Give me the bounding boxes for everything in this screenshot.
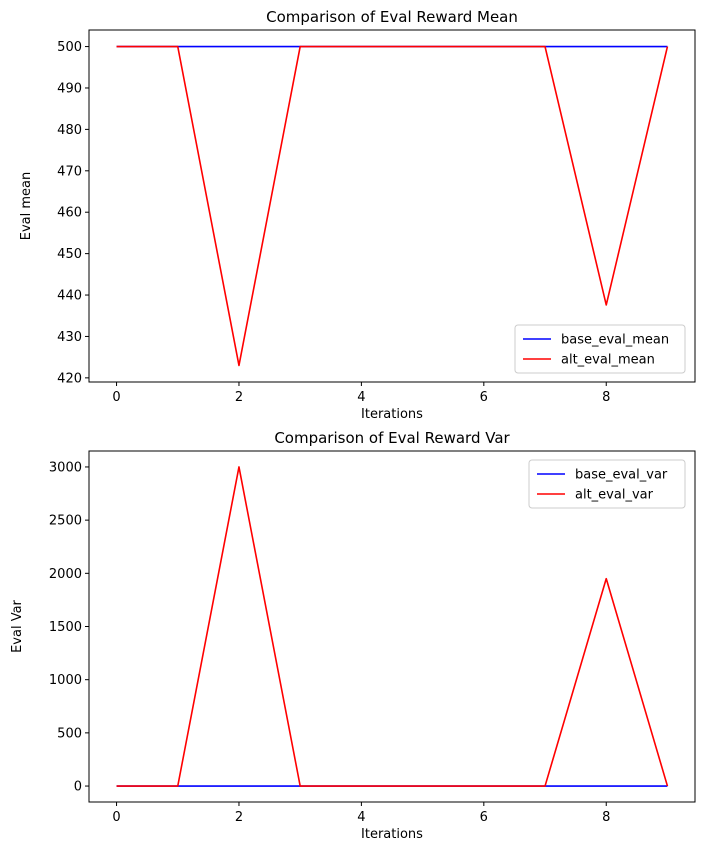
x-tick-label: 8: [602, 390, 610, 405]
y-tick-label: 420: [57, 371, 82, 386]
y-tick-label: 470: [57, 164, 82, 179]
y-tick-label: 450: [57, 247, 82, 262]
legend-label: base_eval_mean: [561, 333, 669, 348]
x-tick-label: 6: [480, 810, 488, 825]
x-tick-label: 2: [235, 810, 243, 825]
x-tick-label: 2: [235, 390, 243, 405]
x-tick-label: 0: [112, 390, 120, 405]
y-tick-label: 1000: [49, 673, 82, 688]
chart-panel-2: 0 2 4 6 8 0 500 1000 1500 2000 2500 3000 Comparison …: [10, 429, 696, 842]
y-tick-label: 2000: [49, 567, 82, 582]
legend: base_eval_mean alt_eval_mean: [514, 324, 686, 374]
chart-title: Comparison of Eval Reward Var: [274, 429, 510, 447]
series-line-alt_eval_var: [116, 466, 669, 787]
legend-box: [514, 324, 686, 374]
legend-label: alt_eval_var: [575, 488, 654, 503]
series-line-alt_eval_mean: [116, 45, 669, 367]
y-tick-label: 500: [57, 40, 82, 55]
x-tick-label: 4: [357, 390, 365, 405]
y-tick-label: 440: [57, 289, 82, 304]
x-tick-label: 6: [480, 390, 488, 405]
y-tick-label: 3000: [49, 460, 82, 475]
x-tick-label: 0: [112, 810, 120, 825]
legend-label: alt_eval_mean: [561, 353, 655, 368]
x-axis-label: Iterations: [361, 827, 423, 842]
x-tick-label: 8: [602, 810, 610, 825]
plot-frame: [88, 29, 696, 383]
y-tick-label: 1500: [49, 620, 82, 635]
y-tick-label: 460: [57, 206, 82, 221]
y-tick-label: 480: [57, 123, 82, 138]
y-tick-label: 430: [57, 330, 82, 345]
y-tick-label: 0: [74, 780, 82, 795]
y-axis-label: Eval Var: [10, 599, 25, 652]
y-tick-label: 500: [57, 726, 82, 741]
chart-title: Comparison of Eval Reward Mean: [266, 8, 518, 26]
legend: base_eval_var alt_eval_var: [528, 459, 686, 509]
legend-box: [528, 459, 686, 509]
y-axis-label: Eval mean: [19, 172, 34, 241]
x-tick-label: 4: [357, 810, 365, 825]
legend-label: base_eval_var: [575, 468, 668, 483]
y-tick-label: 490: [57, 81, 82, 96]
x-axis-label: Iterations: [361, 407, 423, 422]
y-tick-label: 2500: [49, 514, 82, 529]
chart-panel-1: 0 2 4 6 8 420 430 440 450 460 470 480 490 500 Comparis…: [19, 8, 696, 422]
